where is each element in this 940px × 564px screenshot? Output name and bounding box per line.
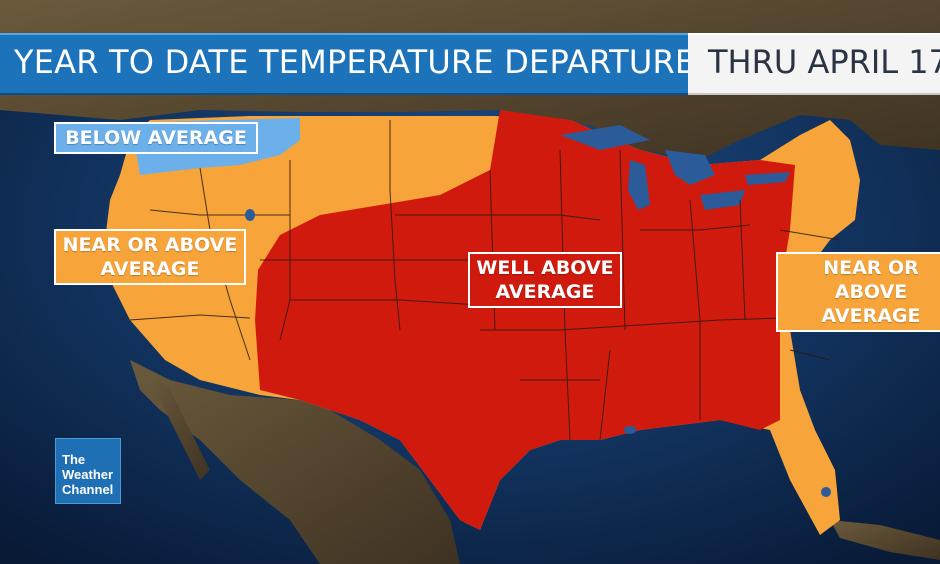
- great-lakes: [560, 125, 790, 210]
- label-near-west-line2: AVERAGE: [100, 258, 200, 280]
- date-range: THRU APRIL 17: [708, 43, 940, 81]
- label-near-above-east: NEAR OR ABOVE AVERAGE: [776, 252, 940, 332]
- logo-line-1: The: [62, 452, 86, 467]
- lake-pontchartrain: [624, 426, 636, 434]
- region-well-above: [255, 110, 795, 530]
- label-below-average: BELOW AVERAGE: [54, 122, 258, 154]
- weather-channel-logo: The Weather Channel: [55, 438, 121, 504]
- date-box: THRU APRIL 17: [688, 33, 940, 95]
- label-near-east-line2: AVERAGE: [821, 305, 921, 327]
- label-near-above-west: NEAR OR ABOVE AVERAGE: [54, 229, 246, 285]
- label-well-line2: AVERAGE: [495, 281, 595, 303]
- lake-okeechobee: [821, 487, 831, 497]
- title-bar: YEAR TO DATE TEMPERATURE DEPARTURES: [0, 33, 716, 95]
- label-well-above: WELL ABOVE AVERAGE: [468, 252, 622, 308]
- mexico-land: [130, 360, 460, 564]
- logo-line-2: Weather: [62, 467, 114, 482]
- label-near-west-line1: NEAR OR ABOVE: [62, 234, 238, 256]
- salt-lake: [245, 209, 255, 221]
- label-near-east-line1: NEAR OR ABOVE: [823, 257, 919, 303]
- label-below-text: BELOW AVERAGE: [65, 127, 247, 149]
- map-title: YEAR TO DATE TEMPERATURE DEPARTURES: [14, 43, 716, 81]
- logo-line-3: Channel: [62, 482, 114, 497]
- baja-land: [150, 370, 210, 480]
- cuba-land: [830, 520, 940, 560]
- label-well-line1: WELL ABOVE: [476, 257, 614, 279]
